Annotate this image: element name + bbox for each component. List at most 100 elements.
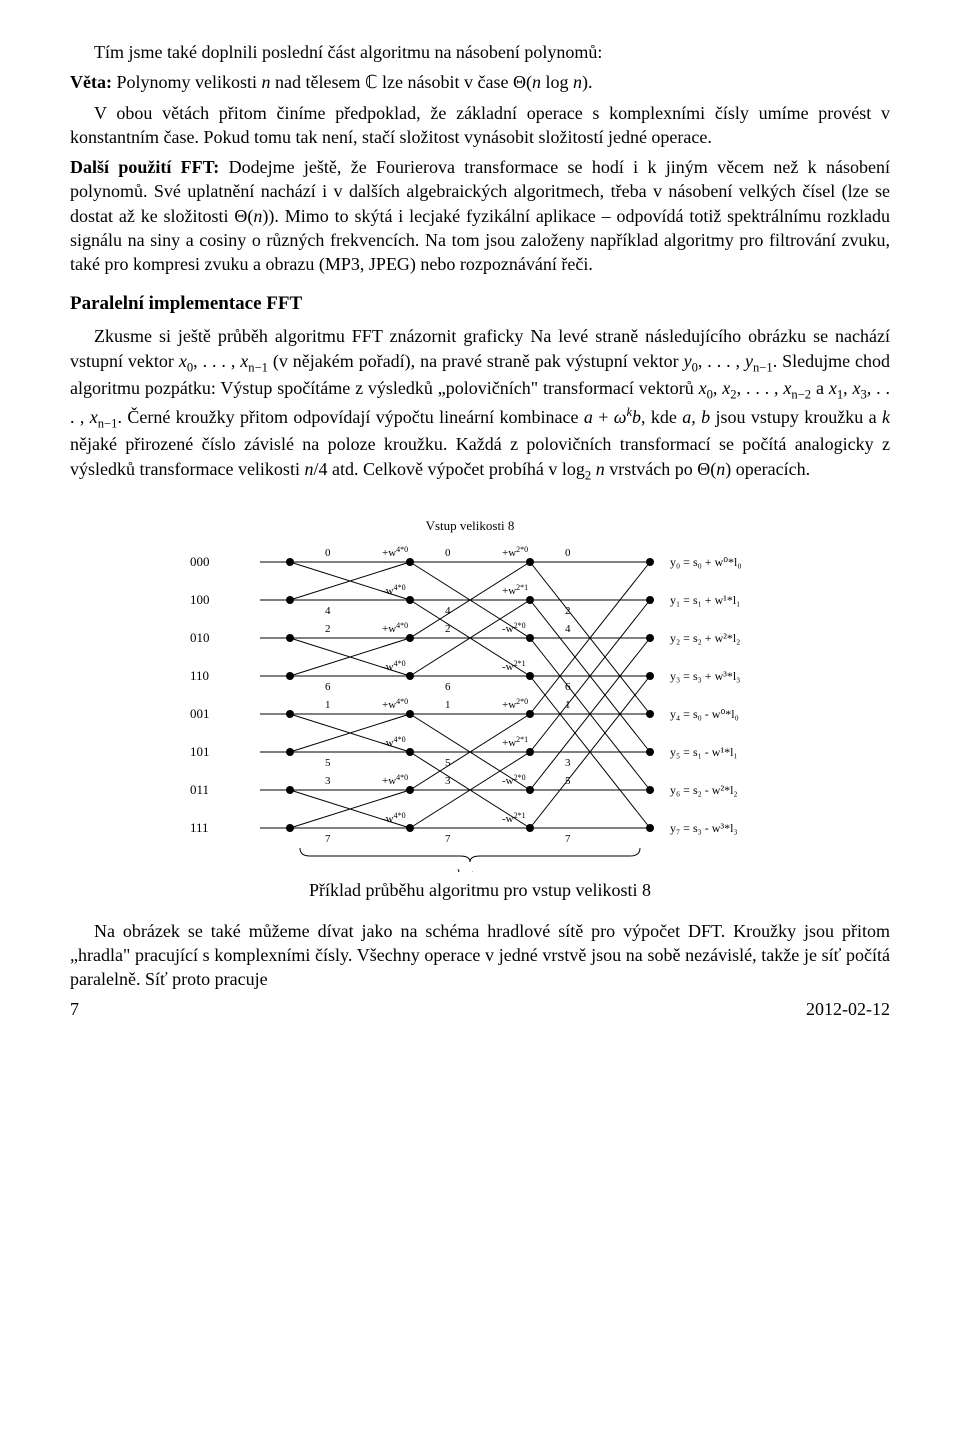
svg-text:010: 010 xyxy=(190,630,210,645)
math: a, b xyxy=(682,407,710,427)
math: x xyxy=(699,378,707,398)
svg-text:110: 110 xyxy=(190,668,209,683)
math: n xyxy=(716,459,725,479)
svg-text:4: 4 xyxy=(565,623,571,635)
svg-text:y₆ = s₂ - w²*l₂: y₆ = s₂ - w²*l₂ xyxy=(670,783,738,797)
svg-text:001: 001 xyxy=(190,706,210,721)
math-sub: 0 xyxy=(707,388,713,402)
svg-text:7: 7 xyxy=(445,833,451,845)
text: a xyxy=(811,378,829,398)
svg-text:5: 5 xyxy=(325,757,331,769)
svg-text:y₁ = s₁ + w¹*l₁: y₁ = s₁ + w¹*l₁ xyxy=(670,593,740,607)
text: (v nějakém pořadí), na pravé straně pak … xyxy=(268,351,684,371)
svg-text:7: 7 xyxy=(325,833,331,845)
text: nad tělesem ℂ lze násobit v čase Θ( xyxy=(271,72,532,92)
math-sub: n−1 xyxy=(248,360,268,374)
svg-text:3: 3 xyxy=(445,775,451,787)
math: x xyxy=(90,407,98,427)
svg-text:6: 6 xyxy=(325,681,331,693)
svg-text:Vstup velikosti 8: Vstup velikosti 8 xyxy=(426,518,515,533)
page-number: 7 xyxy=(70,999,79,1019)
math: y xyxy=(684,351,692,371)
math: x xyxy=(179,351,187,371)
theorem-label: Věta: xyxy=(70,72,112,92)
svg-text:111: 111 xyxy=(190,820,209,835)
paragraph-parallel: Zkusme si ještě průběh algoritmu FFT zná… xyxy=(70,324,890,484)
svg-text:+w2*0: +w2*0 xyxy=(502,697,528,712)
svg-text:y₄ = s₀ - w⁰*l₀: y₄ = s₀ - w⁰*l₀ xyxy=(670,707,739,721)
page-footer: 7 2012-02-12 xyxy=(70,997,890,1019)
text: ). xyxy=(582,72,593,92)
svg-text:6: 6 xyxy=(445,681,451,693)
math-sub: 2 xyxy=(730,388,736,402)
svg-text:1: 1 xyxy=(445,699,451,711)
text: ) operacích. xyxy=(725,459,810,479)
svg-text:7: 7 xyxy=(565,833,571,845)
paragraph-assumption: V obou větách přitom činíme předpoklad, … xyxy=(70,101,890,150)
butterfly-diagram: Vstup velikosti 800010001011000110101111… xyxy=(190,502,770,872)
svg-text:+w4*0: +w4*0 xyxy=(382,545,408,560)
page-date: 2012-02-12 xyxy=(806,997,890,1021)
svg-text:+w2*1: +w2*1 xyxy=(502,735,528,750)
svg-text:y₇ = s₃ - w³*l₃: y₇ = s₃ - w³*l₃ xyxy=(670,821,738,835)
text: Polynomy velikosti xyxy=(112,72,262,92)
svg-text:000: 000 xyxy=(190,554,210,569)
paragraph-fft-uses: Další použití FFT: Dodejme ještě, že Fou… xyxy=(70,155,890,276)
math: b xyxy=(632,407,641,427)
svg-text:6: 6 xyxy=(565,681,571,693)
svg-text:0: 0 xyxy=(325,547,331,559)
svg-text:3: 3 xyxy=(325,775,331,787)
svg-text:011: 011 xyxy=(190,782,209,797)
svg-text:y₂ = s₂ + w²*l₂: y₂ = s₂ + w²*l₂ xyxy=(670,631,740,645)
svg-text:+w4*0: +w4*0 xyxy=(382,621,408,636)
var-n: n xyxy=(532,72,541,92)
text: jsou vstupy kroužku a xyxy=(710,407,882,427)
svg-text:y₅ = s₁ - w¹*l₁: y₅ = s₁ - w¹*l₁ xyxy=(670,745,738,759)
svg-text:0: 0 xyxy=(565,547,571,559)
math: a xyxy=(584,407,593,427)
math-sub: 1 xyxy=(837,388,843,402)
svg-text:y₃ = s₃ + w³*l₃: y₃ = s₃ + w³*l₃ xyxy=(670,669,740,683)
svg-text:101: 101 xyxy=(190,744,210,759)
svg-text:4: 4 xyxy=(445,605,451,617)
svg-text:5: 5 xyxy=(565,775,571,787)
svg-text:+w4*0: +w4*0 xyxy=(382,697,408,712)
math-sub: n−1 xyxy=(98,416,118,430)
svg-text:5: 5 xyxy=(445,757,451,769)
svg-text:+w4*0: +w4*0 xyxy=(382,773,408,788)
theorem-paragraph: Věta: Polynomy velikosti n nad tělesem ℂ… xyxy=(70,70,890,94)
math-sub: 3 xyxy=(861,388,867,402)
text: log xyxy=(541,72,573,92)
math-sub: n−2 xyxy=(791,388,811,402)
svg-text:+w2*1: +w2*1 xyxy=(502,583,528,598)
text: atd. Celkově výpočet probíhá v log xyxy=(327,459,584,479)
figure-caption: Příklad průběhu algoritmu pro vstup veli… xyxy=(70,878,890,902)
math: x xyxy=(853,378,861,398)
text: . Černé kroužky přitom odpovídají výpočt… xyxy=(117,407,583,427)
svg-text:1: 1 xyxy=(325,699,331,711)
text: , kde xyxy=(641,407,682,427)
svg-text:2: 2 xyxy=(325,623,331,635)
svg-text:4: 4 xyxy=(325,605,331,617)
svg-text:+w2*0: +w2*0 xyxy=(502,545,528,560)
svg-text:0: 0 xyxy=(445,547,451,559)
svg-text:2: 2 xyxy=(445,623,451,635)
section-heading-parallel: Paralelní implementace FFT xyxy=(70,291,890,317)
butterfly-diagram-container: Vstup velikosti 800010001011000110101111… xyxy=(70,502,890,872)
math-sub: 2 xyxy=(585,468,591,482)
svg-text:log n: log n xyxy=(457,866,484,872)
math-sub: n−1 xyxy=(753,360,773,374)
math: x xyxy=(829,378,837,398)
svg-text:2: 2 xyxy=(565,605,571,617)
page: Tím jsme také doplnili poslední část alg… xyxy=(0,0,960,1049)
svg-text:100: 100 xyxy=(190,592,210,607)
text: vrstvách po Θ( xyxy=(605,459,716,479)
math-sub: 0 xyxy=(187,360,193,374)
svg-text:3: 3 xyxy=(565,757,571,769)
math: n xyxy=(304,459,313,479)
svg-text:y₀ = s₀ + w⁰*l₀: y₀ = s₀ + w⁰*l₀ xyxy=(670,555,742,569)
math: ω xyxy=(614,407,627,427)
var-n: n xyxy=(573,72,582,92)
math-sub: 0 xyxy=(692,360,698,374)
svg-text:1: 1 xyxy=(565,699,571,711)
